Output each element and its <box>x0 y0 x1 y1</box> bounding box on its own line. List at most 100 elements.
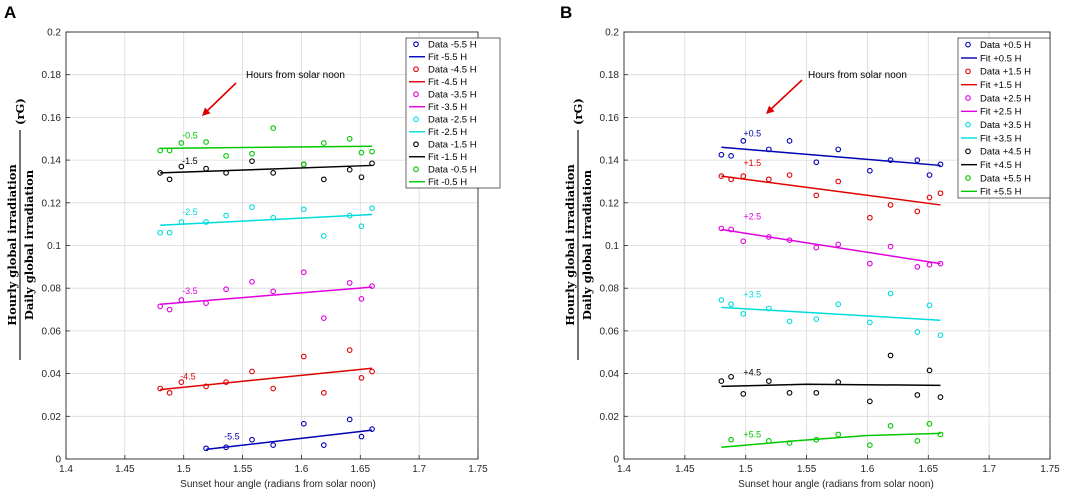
panel-b-data-point <box>786 172 793 178</box>
panel-a-xlabel: Sunset hour angle (radians from solar no… <box>180 479 376 490</box>
panel-b-data-point <box>914 392 921 398</box>
panel-b-series-0: +0.5 <box>718 128 944 178</box>
panel-a-x-tick-label: 1.7 <box>412 464 426 475</box>
panel-b-fit-line <box>721 228 941 265</box>
panel-a-ylabel-symbol: (rG) <box>13 98 27 125</box>
panel-b-legend-label: Fit +1.5 H <box>980 80 1022 91</box>
panel-b-data-point <box>835 178 842 185</box>
panel-b-xlabel: Sunset hour angle (radians from solar no… <box>738 479 934 490</box>
panel-a-y-tick-label: 0.02 <box>42 412 62 423</box>
panel-a-series-label: -3.5 <box>182 286 198 296</box>
panel-a-y-tick-label: 0.06 <box>42 326 62 337</box>
panel-a-data-point <box>157 385 164 392</box>
panel-b-data-point <box>926 194 933 201</box>
panel-a-data-point <box>369 283 375 289</box>
panel-b-fit-line <box>721 383 941 388</box>
panel-b-data-point <box>728 301 734 308</box>
panel-b-data-point <box>835 241 842 248</box>
panel-b-data-point <box>887 243 894 250</box>
panel-a-ylabel-top: Hourly global irradiation <box>5 164 19 326</box>
panel-a-legend-label: Data -5.5 H <box>428 40 477 51</box>
panel-b-series-4: +4.5 <box>718 352 944 405</box>
panel-b-legend: Data +0.5 H Fit +0.5 H Data +1.5 H Fit +1.5… <box>957 37 1051 199</box>
panel-a-data-point <box>223 212 229 219</box>
panel-a-data-point <box>178 297 185 303</box>
panel-a-data-point <box>369 205 375 211</box>
panel-b-data-point <box>887 290 894 297</box>
panel-a-legend-label: Data -2.5 H <box>428 115 477 126</box>
panel-a-legend-label: Data -1.5 H <box>428 140 477 151</box>
panel-b-data-point <box>718 297 725 303</box>
panel-a-legend-marker <box>413 91 419 98</box>
panel-a-data-point <box>300 353 307 360</box>
panel-a-fit-line <box>160 367 373 391</box>
panel-b-data-point <box>867 442 873 448</box>
panel-a-x-tick-label: 1.65 <box>351 464 371 475</box>
panel-b-data-point <box>786 389 793 396</box>
panel-b-legend-marker <box>965 148 971 155</box>
panel-b-data-point <box>718 151 725 158</box>
panel-a-data-point <box>249 158 255 165</box>
panel-b-data-point <box>765 146 772 153</box>
panel-b-data-point <box>914 208 921 215</box>
panel-a-data-point <box>369 148 375 155</box>
panel-b-x-tick-label: 1.4 <box>617 464 631 475</box>
panel-b-y-tick-label: 0.14 <box>600 156 620 167</box>
panel-a-data-point <box>369 426 375 432</box>
panel-b-ylabel: Hourly global irradiation Daily global i… <box>563 98 594 360</box>
panel-b-data-point <box>914 438 921 444</box>
panel-b-data-point <box>835 431 842 438</box>
panel-b-legend-label: Fit +2.5 H <box>980 107 1022 118</box>
panel-b-data-point <box>813 159 820 166</box>
panel-a-y-tick-label: 0.08 <box>42 284 62 295</box>
panel-b-data-point <box>926 302 933 309</box>
panel-a-data-point <box>178 163 185 170</box>
panel-b-data-point <box>765 438 772 444</box>
panel-a-data-point <box>249 368 255 375</box>
panel-b-series-1: +1.5 <box>718 158 944 221</box>
panel-b-y-tick-label: 0.06 <box>600 326 620 337</box>
panel-a-data-point <box>157 170 164 176</box>
panel-a-data-point <box>358 375 365 381</box>
panel-a-data-point <box>346 135 353 142</box>
panel-a-data-point <box>166 176 173 183</box>
panel-b-axes-box <box>623 31 1051 460</box>
panel-a-data-point <box>223 286 229 293</box>
panel-a-data-point <box>270 214 277 221</box>
panel-b-fit-line <box>721 432 941 449</box>
panel-b-data-point <box>718 378 725 384</box>
panel-b-annotation: Hours from solar noon <box>808 70 907 81</box>
panel-b-data-point <box>926 172 933 178</box>
panel-b-data-point <box>728 436 734 443</box>
panel-a-legend-marker <box>413 166 419 173</box>
panel-a-data-point <box>346 212 353 219</box>
panel-a-data-point <box>223 170 229 176</box>
panel-b-data-point <box>835 146 842 153</box>
panel-b-data-point <box>813 436 820 443</box>
panel-b-data-point <box>718 225 725 232</box>
panel-b-data-point <box>813 192 820 199</box>
panel-a-fit-line <box>160 213 373 226</box>
panel-a-y-tick-label: 0.18 <box>42 70 62 81</box>
panel-a-x-tick-label: 1.6 <box>294 464 308 475</box>
panel-b-data-point <box>740 238 747 245</box>
panel-a-data-point <box>166 147 173 154</box>
panel-b-y-tick-label: 0.08 <box>600 284 620 295</box>
panel-b-y-tick-label: 0 <box>613 455 619 466</box>
panel-b-data-point <box>786 440 793 446</box>
panel-a-data-point <box>270 288 277 295</box>
panel-a-legend-label: Data -3.5 H <box>428 90 477 101</box>
panel-a-data-point <box>166 229 173 236</box>
panel-b-series-label: +0.5 <box>743 128 761 138</box>
panel-a-legend-label: Data -0.5 H <box>428 165 477 176</box>
panel-b-series-label: +1.5 <box>743 158 761 168</box>
panel-a-legend-marker <box>413 41 419 48</box>
panel-b-data-point <box>765 378 772 384</box>
panel-a-y-tick-label: 0 <box>55 455 61 466</box>
panel-b-legend-box <box>957 37 1051 199</box>
panel-a-data-point <box>346 166 353 173</box>
panel-a-arrow-icon <box>205 82 237 113</box>
panel-b-series-label: +3.5 <box>743 289 761 299</box>
